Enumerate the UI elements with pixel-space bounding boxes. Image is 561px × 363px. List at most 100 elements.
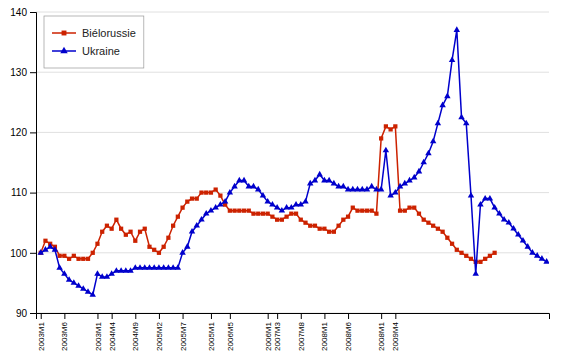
x-tick-label: 2005M2 [155,321,164,350]
marker [318,227,322,231]
x-tick: 2003M1 [94,313,103,351]
marker [313,224,317,228]
marker [250,183,256,189]
x-tick-mark [324,313,325,319]
marker [138,230,142,234]
grid-line [36,132,549,133]
marker [157,251,161,255]
marker [124,233,128,237]
marker [261,212,265,216]
legend-label: Biélorussie [82,27,136,39]
marker [397,183,403,189]
marker [38,249,44,255]
x-tick: 2005M1 [207,313,216,351]
marker [189,228,195,234]
legend-box [44,16,144,68]
marker [237,209,241,213]
x-tick-label: 2008M6 [344,321,353,350]
y-tick-mark [30,132,36,133]
marker [322,227,326,231]
x-tick: 2003M1 [37,313,46,351]
marker [360,209,364,213]
marker [398,209,402,213]
marker [299,218,303,222]
marker [47,243,53,249]
x-tick-label: 2007M8 [297,321,306,350]
series [39,124,497,264]
marker [143,227,147,231]
marker [387,192,393,198]
marker [365,209,369,213]
x-tick-label: 2007M3 [273,321,282,350]
marker [280,218,284,222]
x-tick: 2009M4 [391,313,400,351]
y-tick-label: 130 [10,67,27,78]
x-tick-label: 2008M1 [377,321,386,350]
y-tick-label: 140 [10,7,27,18]
x-tick-mark [97,313,98,319]
x-tick: 2005M7 [179,313,188,351]
x-tick: 2003M6 [60,313,69,351]
marker [308,224,312,228]
y-axis: 90100110120130140 [10,7,36,319]
marker [105,224,109,228]
marker [255,186,261,192]
marker [194,222,200,228]
marker [403,209,407,213]
x-tick-mark [112,313,113,319]
marker [469,257,473,261]
marker [279,207,285,213]
x-tick-mark [230,313,231,319]
marker [85,288,91,294]
y-tick: 100 [10,248,36,259]
marker [61,270,67,276]
marker [119,227,123,231]
marker [440,230,444,234]
marker [81,257,85,261]
grid-line [36,192,549,193]
marker [379,136,383,140]
marker [406,177,412,183]
line [41,30,547,295]
marker [42,246,48,252]
marker [374,212,378,216]
y-tick-label: 90 [16,308,28,319]
legend-marker [62,31,67,36]
x-tick-mark [395,313,396,319]
marker [529,249,535,255]
marker [417,212,421,216]
marker [524,243,530,249]
marker [218,193,222,197]
marker [539,255,545,261]
marker [378,186,384,192]
marker [402,180,408,186]
x-tick-mark [348,313,349,319]
marker [80,285,86,291]
y-tick: 110 [11,187,36,198]
x-tick-label: 2008M1 [320,321,329,350]
marker [422,218,426,222]
marker [43,239,47,243]
marker [458,114,464,120]
marker [114,218,118,222]
marker [214,187,218,191]
x-tick-mark [301,313,302,319]
marker [543,258,549,264]
marker [203,210,209,216]
marker [364,186,370,192]
y-tick: 140 [10,7,36,18]
marker [510,225,516,231]
y-tick-label: 100 [10,248,27,259]
marker [228,209,232,213]
marker [454,26,460,32]
marker [298,201,304,207]
legend-item: Ukraine [52,45,120,57]
marker [75,282,81,288]
marker [242,209,246,213]
marker [384,124,388,128]
x-tick: 2004M4 [108,313,117,351]
marker [312,177,318,183]
marker [90,291,96,297]
marker [104,273,110,279]
marker [91,251,95,255]
